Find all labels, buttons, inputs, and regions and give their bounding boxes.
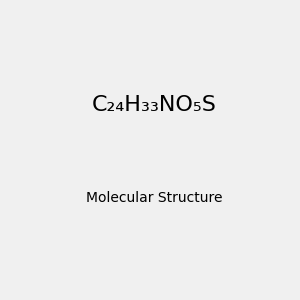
- Text: C₂₄H₃₃NO₅S: C₂₄H₃₃NO₅S: [91, 95, 216, 115]
- Text: Molecular Structure: Molecular Structure: [85, 191, 222, 205]
